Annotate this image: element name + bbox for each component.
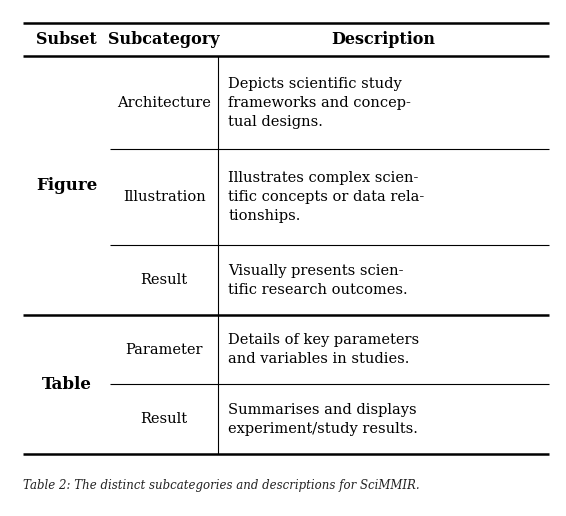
Text: Table: Table (41, 376, 92, 393)
Text: Details of key parameters
and variables in studies.: Details of key parameters and variables … (228, 333, 419, 366)
Text: Description: Description (332, 31, 435, 49)
Text: Parameter: Parameter (126, 343, 203, 357)
Text: Architecture: Architecture (117, 96, 211, 110)
Text: Figure: Figure (36, 177, 97, 194)
Text: Result: Result (140, 412, 188, 426)
Text: Depicts scientific study
frameworks and concep-
tual designs.: Depicts scientific study frameworks and … (228, 77, 411, 128)
Text: Subcategory: Subcategory (109, 31, 220, 49)
Text: Summarises and displays
experiment/study results.: Summarises and displays experiment/study… (228, 403, 418, 436)
Text: Subset: Subset (36, 31, 97, 49)
Text: Visually presents scien-
tific research outcomes.: Visually presents scien- tific research … (228, 264, 408, 297)
Text: Table 2: The distinct subcategories and descriptions for SciMMIR.: Table 2: The distinct subcategories and … (23, 478, 419, 492)
Text: Result: Result (140, 273, 188, 287)
Text: Illustrates complex scien-
tific concepts or data rela-
tionships.: Illustrates complex scien- tific concept… (228, 171, 424, 223)
Text: Illustration: Illustration (123, 190, 205, 204)
